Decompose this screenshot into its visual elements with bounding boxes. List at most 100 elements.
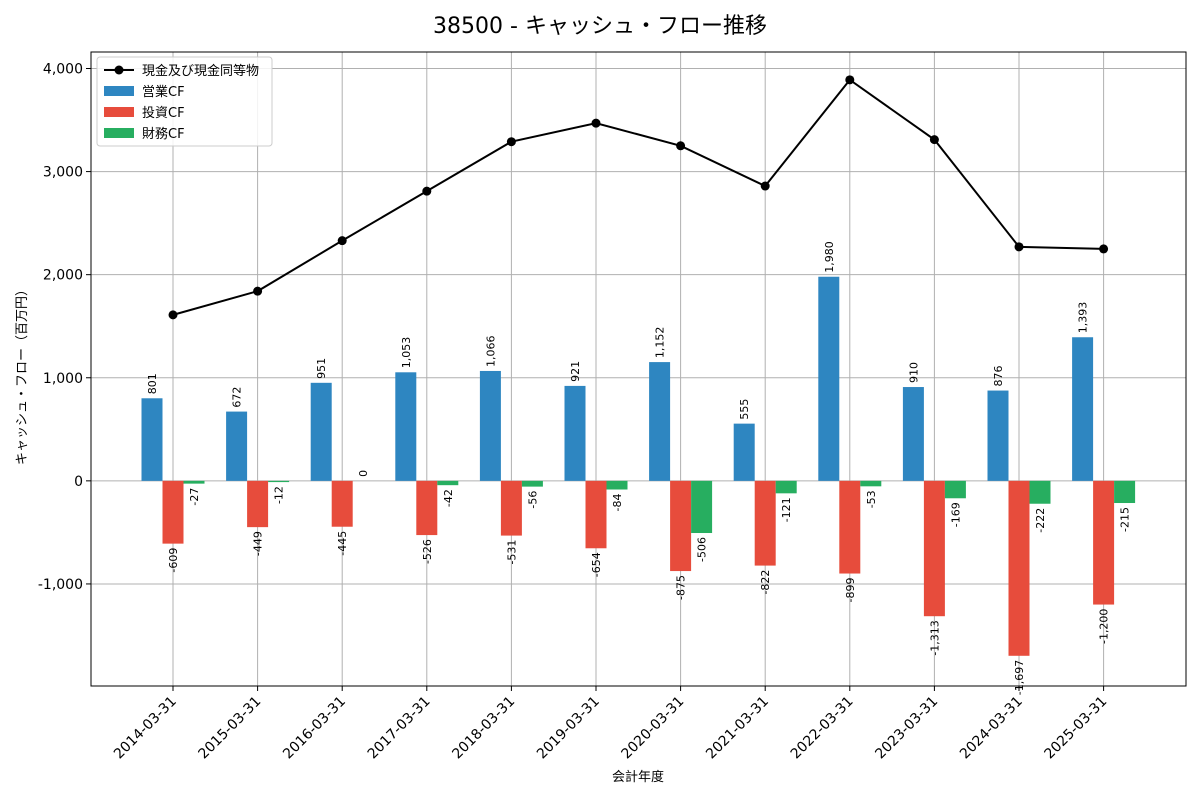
x-tick-label: 2019-03-31 xyxy=(534,694,603,763)
y-axis-ticks: -1,000 0 1,000 2,000 3,000 4,000 xyxy=(38,61,91,593)
bar xyxy=(944,480,966,499)
bar xyxy=(226,411,248,481)
bar-value-labels: 801 672 951 1,053 1,066 921 1,152 555 1,980 910 87… xyxy=(146,241,1132,695)
x-axis-title: 会計年度 xyxy=(612,769,664,785)
cash-point xyxy=(1014,242,1024,252)
bar xyxy=(479,370,501,481)
y-tick-label: 4,000 xyxy=(43,61,83,77)
x-tick-label: 2017-03-31 xyxy=(365,694,434,763)
legend-label: 営業CF xyxy=(142,84,185,100)
bar xyxy=(1114,480,1136,504)
plot-area-frame xyxy=(90,51,1187,687)
bar xyxy=(564,385,586,481)
bar xyxy=(1093,480,1115,605)
cash-point xyxy=(168,310,178,320)
bar xyxy=(818,276,840,481)
bar xyxy=(585,480,607,549)
bar xyxy=(183,480,205,484)
bar xyxy=(839,480,861,574)
bar xyxy=(1008,480,1030,656)
bar-value-label: 1,066 xyxy=(484,335,497,367)
bar-value-label: 1,053 xyxy=(400,337,413,369)
bar-value-label: 1,980 xyxy=(823,241,836,273)
bar-value-label: -222 xyxy=(1034,508,1047,533)
y-axis-title: キャッシュ・フロー（百万円） xyxy=(15,283,30,465)
cash-point xyxy=(253,286,263,296)
cash-point xyxy=(676,141,686,151)
cash-line-path xyxy=(172,78,1104,316)
bar xyxy=(141,398,163,481)
bar-value-label: 672 xyxy=(231,387,244,408)
bar xyxy=(331,480,353,527)
bar-value-label: -609 xyxy=(167,548,180,573)
bar-value-label: 1,393 xyxy=(1077,302,1090,334)
bar-value-label: -506 xyxy=(696,537,709,562)
bar-value-label: -169 xyxy=(949,502,962,527)
bar xyxy=(416,480,438,536)
bar-value-label: -53 xyxy=(865,490,878,508)
cash-point xyxy=(845,75,855,85)
cash-point xyxy=(1099,244,1109,254)
bar-value-label: 0 xyxy=(357,470,370,477)
bar-value-label: 801 xyxy=(146,373,159,394)
legend-label: 現金及び現金同等物 xyxy=(142,63,259,79)
grid-lines xyxy=(91,52,1186,686)
bar-value-label: -215 xyxy=(1119,507,1132,532)
bar xyxy=(860,480,882,487)
chart-title: 38500 - キャッシュ・フロー推移 xyxy=(433,14,767,39)
bar-value-label: -531 xyxy=(505,540,518,565)
bar-value-label: 555 xyxy=(738,399,751,420)
x-tick-label: 2021-03-31 xyxy=(703,694,772,763)
bar-value-label: -1,200 xyxy=(1098,609,1111,644)
cash-line xyxy=(168,75,1109,320)
cash-point xyxy=(337,236,347,246)
bar xyxy=(733,423,755,481)
bar-value-label: -121 xyxy=(780,497,793,522)
cash-point xyxy=(422,186,432,196)
bar-value-label: -526 xyxy=(421,539,434,564)
cash-point xyxy=(929,135,939,145)
bar-value-label: -875 xyxy=(675,575,688,600)
bar xyxy=(649,362,671,481)
bars xyxy=(141,276,1136,656)
bar xyxy=(500,480,522,536)
y-tick-label: 1,000 xyxy=(43,371,83,387)
bar xyxy=(923,480,945,617)
bar-value-label: -12 xyxy=(273,486,286,504)
cash-point xyxy=(591,118,601,128)
bar-value-label: -654 xyxy=(590,552,603,577)
y-tick-label: -1,000 xyxy=(38,577,83,593)
bar xyxy=(606,480,628,490)
legend-swatch xyxy=(104,107,134,117)
legend-box xyxy=(96,56,273,147)
y-tick-label: 0 xyxy=(74,474,83,490)
bar xyxy=(247,480,269,528)
y-tick-label: 3,000 xyxy=(43,165,83,181)
bar xyxy=(1029,480,1051,504)
bar xyxy=(521,480,543,487)
bar-value-label: -42 xyxy=(442,489,455,507)
bar xyxy=(670,480,692,572)
legend-marker xyxy=(114,65,124,75)
x-tick-label: 2020-03-31 xyxy=(619,694,688,763)
x-tick-label: 2023-03-31 xyxy=(872,694,941,763)
x-tick-label: 2014-03-31 xyxy=(111,694,180,763)
x-tick-label: 2016-03-31 xyxy=(280,694,349,763)
bar xyxy=(902,387,924,481)
bar-value-label: -84 xyxy=(611,494,624,512)
x-tick-label: 2024-03-31 xyxy=(957,694,1026,763)
bar xyxy=(268,480,290,483)
bar-value-label: -445 xyxy=(336,531,349,556)
x-tick-label: 2015-03-31 xyxy=(196,694,265,763)
bar-value-label: -449 xyxy=(252,531,265,556)
bar-value-label: 951 xyxy=(315,358,328,379)
legend-swatch xyxy=(104,128,134,138)
x-axis-ticks: 2014-03-31 2015-03-31 2016-03-31 2017-03-31… xyxy=(111,686,1110,762)
bar xyxy=(1072,337,1094,481)
bar xyxy=(437,480,459,486)
cash-point xyxy=(760,181,770,191)
bar xyxy=(162,480,184,544)
x-tick-label: 2025-03-31 xyxy=(1042,694,1111,763)
bar xyxy=(754,480,776,566)
